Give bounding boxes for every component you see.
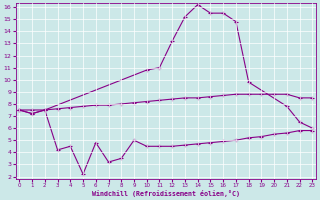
X-axis label: Windchill (Refroidissement éolien,°C): Windchill (Refroidissement éolien,°C) [92,190,240,197]
